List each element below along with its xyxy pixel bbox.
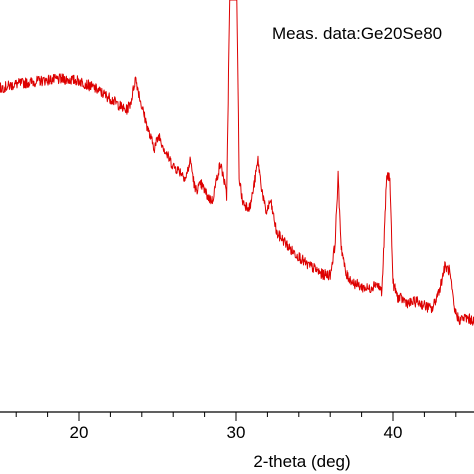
x-tick-label: 40 — [384, 423, 403, 442]
legend-entry: Meas. data:Ge20Se80 — [272, 24, 442, 43]
series-line — [0, 0, 474, 326]
x-axis-label: 2-theta (deg) — [253, 452, 350, 471]
x-tick-label: 30 — [227, 423, 246, 442]
plot-area — [0, 0, 474, 326]
x-ticks — [15, 412, 457, 421]
x-tick-label: 20 — [70, 423, 89, 442]
